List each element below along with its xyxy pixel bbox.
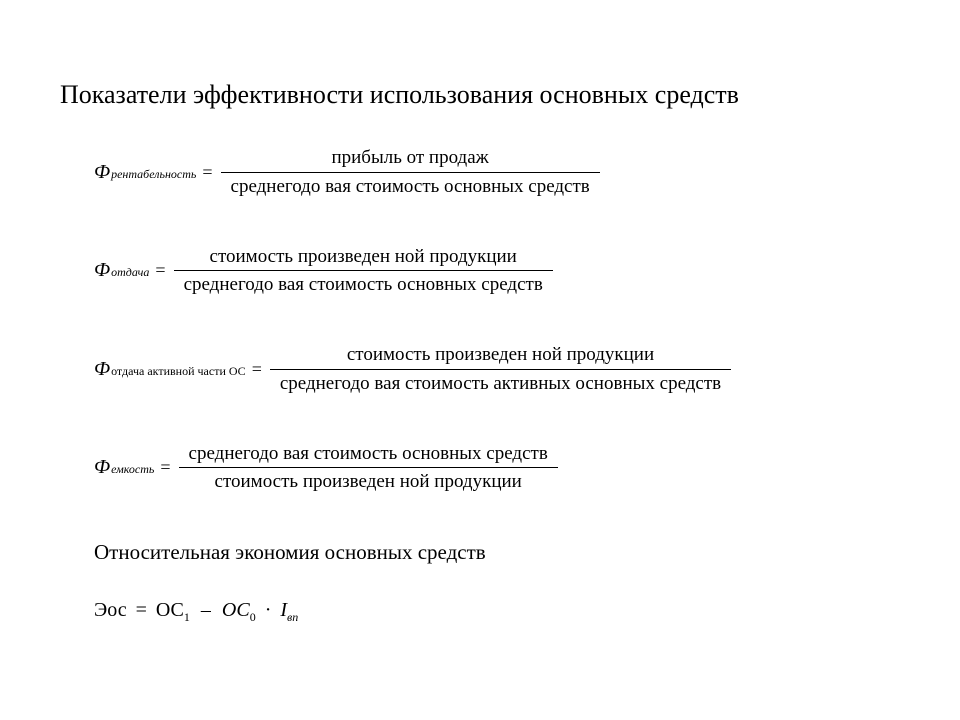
formula-otdacha: Ф отдача = стоимость произведен ной прод… xyxy=(60,245,900,298)
eq-term2-sym: ОС xyxy=(222,599,250,621)
eq-term1-sym: ОС xyxy=(156,599,184,621)
equals-sign: = xyxy=(196,162,220,183)
formula-otdacha-aktiv: Ф отдача активной части ОС = стоимость п… xyxy=(60,343,900,396)
numerator: прибыль от продаж xyxy=(321,146,498,172)
numerator: среднегодо вая стоимость основных средст… xyxy=(179,442,558,468)
formula-symbol: Ф xyxy=(94,358,110,381)
eq-lhs: Эос xyxy=(94,599,127,621)
formula-emkost: Ф емкость = среднегодо вая стоимость осн… xyxy=(60,442,900,495)
fraction: среднегодо вая стоимость основных средст… xyxy=(179,442,558,495)
denominator: среднегодо вая стоимость основных средст… xyxy=(221,173,600,199)
fraction: стоимость произведен ной продукции средн… xyxy=(174,245,553,298)
equals-sign: = xyxy=(154,457,178,478)
formula-symbol: Ф xyxy=(94,259,110,282)
formula-symbol: Ф xyxy=(94,456,110,479)
eq-dot: · xyxy=(261,599,276,621)
equals-sign: = xyxy=(149,260,173,281)
denominator: среднегодо вая стоимость активных основн… xyxy=(270,370,731,396)
formula-symbol: Ф xyxy=(94,161,110,184)
fraction: стоимость произведен ной продукции средн… xyxy=(270,343,731,396)
numerator: стоимость произведен ной продукции xyxy=(200,245,527,271)
formula-subscript: емкость xyxy=(110,462,154,477)
denominator: стоимость произведен ной продукции xyxy=(205,468,532,494)
eq-term3-sub: вп xyxy=(287,610,298,624)
page-title: Показатели эффективности использования о… xyxy=(60,80,900,110)
eq-term1-sub: 1 xyxy=(184,610,190,624)
denominator: среднегодо вая стоимость основных средст… xyxy=(174,271,553,297)
equals-sign: = xyxy=(246,359,270,380)
numerator: стоимость произведен ной продукции xyxy=(337,343,664,369)
economy-label: Относительная экономия основных средств xyxy=(94,540,900,565)
economy-equation: Эос = ОС1 – ОС0 · Iвп xyxy=(94,599,900,625)
formula-subscript: отдача xyxy=(110,265,149,280)
fraction: прибыль от продаж среднегодо вая стоимос… xyxy=(221,146,600,199)
eq-term2-sub: 0 xyxy=(250,610,256,624)
formula-rentabelnost: Ф рентабельность = прибыль от продаж сре… xyxy=(60,146,900,199)
formula-subscript: отдача активной части ОС xyxy=(110,364,246,379)
eq-minus: – xyxy=(195,599,217,621)
eq-equals: = xyxy=(132,599,151,621)
formula-subscript: рентабельность xyxy=(110,167,196,182)
